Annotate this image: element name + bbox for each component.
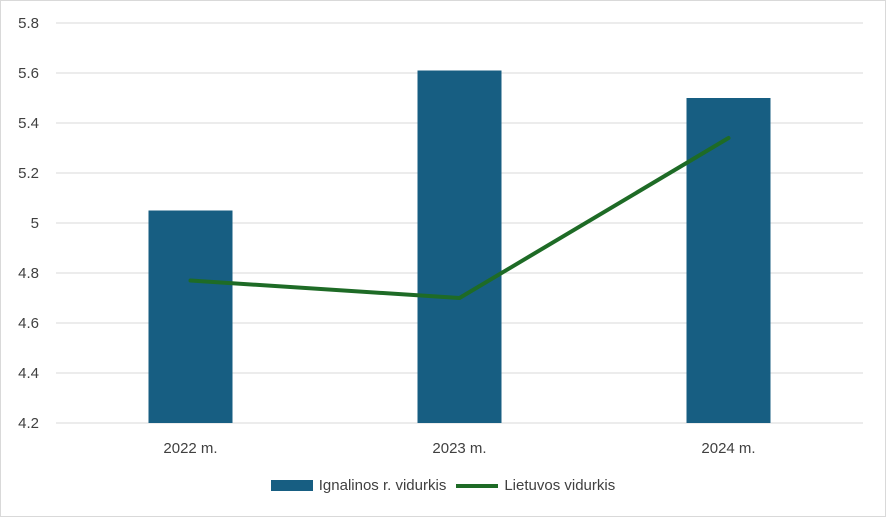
y-tick-label: 5.4 (18, 115, 39, 132)
legend-item-line: Lietuvos vidurkis (456, 477, 615, 494)
y-tick-label: 4.6 (18, 315, 39, 332)
bar (417, 70, 502, 423)
legend-label-bar: Ignalinos r. vidurkis (318, 477, 447, 494)
y-tick-label: 5.2 (18, 165, 39, 182)
x-tick-label: 2023 m. (432, 440, 486, 457)
legend-label-line: Lietuvos vidurkis (504, 477, 616, 494)
x-tick-label: 2024 m. (701, 440, 755, 457)
y-tick-label: 5 (31, 215, 39, 232)
chart-svg: 4.2 4.4 4.6 4.8 5 5.2 5.4 5.6 5.8 2022 m. 2023 m.… (18, 15, 863, 457)
bar-series (148, 70, 771, 423)
legend: Ignalinos r. vidurkis Lietuvos vidurkis (1, 477, 885, 494)
x-tick-label: 2022 m. (163, 440, 217, 457)
series-line (188, 136, 731, 300)
legend-item-bar: Ignalinos r. vidurkis (270, 477, 447, 494)
y-tick-label: 4.8 (18, 265, 39, 282)
bar (686, 98, 771, 423)
y-tick-label: 4.4 (18, 365, 39, 382)
bar (148, 210, 233, 423)
y-tick-label: 4.2 (18, 415, 39, 432)
y-tick-label: 5.6 (18, 65, 39, 82)
line-series (188, 136, 731, 300)
y-tick-label: 5.8 (18, 15, 39, 32)
y-axis-ticks: 4.2 4.4 4.6 4.8 5 5.2 5.4 5.6 5.8 (18, 15, 39, 432)
legend-swatch-bar (270, 480, 313, 491)
legend-swatch-line (456, 483, 499, 488)
x-axis-ticks: 2022 m. 2023 m. 2024 m. (163, 440, 755, 457)
